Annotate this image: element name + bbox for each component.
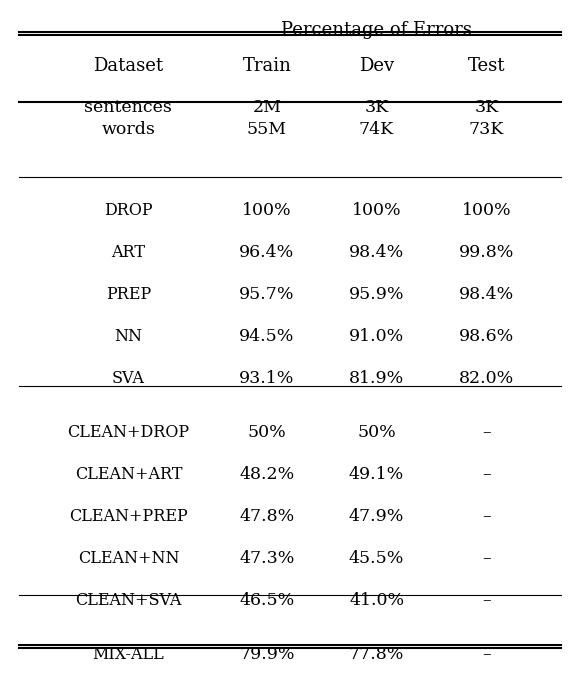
Text: 91.0%: 91.0% [349, 328, 404, 345]
Text: sentences
words: sentences words [85, 99, 172, 139]
Text: 47.9%: 47.9% [349, 508, 404, 525]
Text: 50%: 50% [248, 424, 287, 441]
Text: CLEAN+ART: CLEAN+ART [75, 466, 182, 483]
Text: DROP: DROP [104, 201, 153, 218]
Text: MIX-ALL: MIX-ALL [92, 646, 164, 663]
Text: 82.0%: 82.0% [459, 369, 514, 386]
Text: CLEAN+DROP: CLEAN+DROP [67, 424, 190, 441]
Text: Dev: Dev [359, 56, 394, 75]
Text: –: – [482, 592, 491, 609]
Text: Test: Test [467, 56, 505, 75]
Text: Percentage of Errors: Percentage of Errors [281, 21, 472, 39]
Text: 3K
74K: 3K 74K [359, 99, 394, 139]
Text: NN: NN [114, 328, 142, 345]
Text: 93.1%: 93.1% [239, 369, 295, 386]
Text: 81.9%: 81.9% [349, 369, 404, 386]
Text: 47.8%: 47.8% [240, 508, 295, 525]
Text: 47.3%: 47.3% [239, 549, 295, 566]
Text: –: – [482, 508, 491, 525]
Text: SVA: SVA [112, 369, 145, 386]
Text: 95.7%: 95.7% [239, 286, 295, 303]
Text: 45.5%: 45.5% [349, 549, 404, 566]
Text: 77.8%: 77.8% [349, 646, 404, 663]
Text: 100%: 100% [462, 201, 511, 218]
Text: 99.8%: 99.8% [459, 243, 514, 260]
Text: 48.2%: 48.2% [240, 466, 295, 483]
Text: Dataset: Dataset [93, 56, 164, 75]
Text: –: – [482, 549, 491, 566]
Text: –: – [482, 646, 491, 663]
Text: 98.4%: 98.4% [349, 243, 404, 260]
Text: Train: Train [242, 56, 291, 75]
Text: 79.9%: 79.9% [239, 646, 295, 663]
Text: 98.4%: 98.4% [459, 286, 514, 303]
Text: CLEAN+PREP: CLEAN+PREP [69, 508, 188, 525]
Text: CLEAN+NN: CLEAN+NN [78, 549, 179, 566]
Text: ART: ART [111, 243, 146, 260]
Text: 100%: 100% [242, 201, 292, 218]
Text: 50%: 50% [357, 424, 396, 441]
Text: PREP: PREP [106, 286, 151, 303]
Text: 2M
55M: 2M 55M [247, 99, 287, 139]
Text: 49.1%: 49.1% [349, 466, 404, 483]
Text: –: – [482, 424, 491, 441]
Text: 41.0%: 41.0% [349, 592, 404, 609]
Text: 94.5%: 94.5% [239, 328, 295, 345]
Text: –: – [482, 466, 491, 483]
Text: 46.5%: 46.5% [240, 592, 295, 609]
Text: 95.9%: 95.9% [349, 286, 404, 303]
Text: 96.4%: 96.4% [240, 243, 295, 260]
Text: 100%: 100% [352, 201, 401, 218]
Text: CLEAN+SVA: CLEAN+SVA [75, 592, 182, 609]
Text: 3K
73K: 3K 73K [469, 99, 504, 139]
Text: 98.6%: 98.6% [459, 328, 514, 345]
